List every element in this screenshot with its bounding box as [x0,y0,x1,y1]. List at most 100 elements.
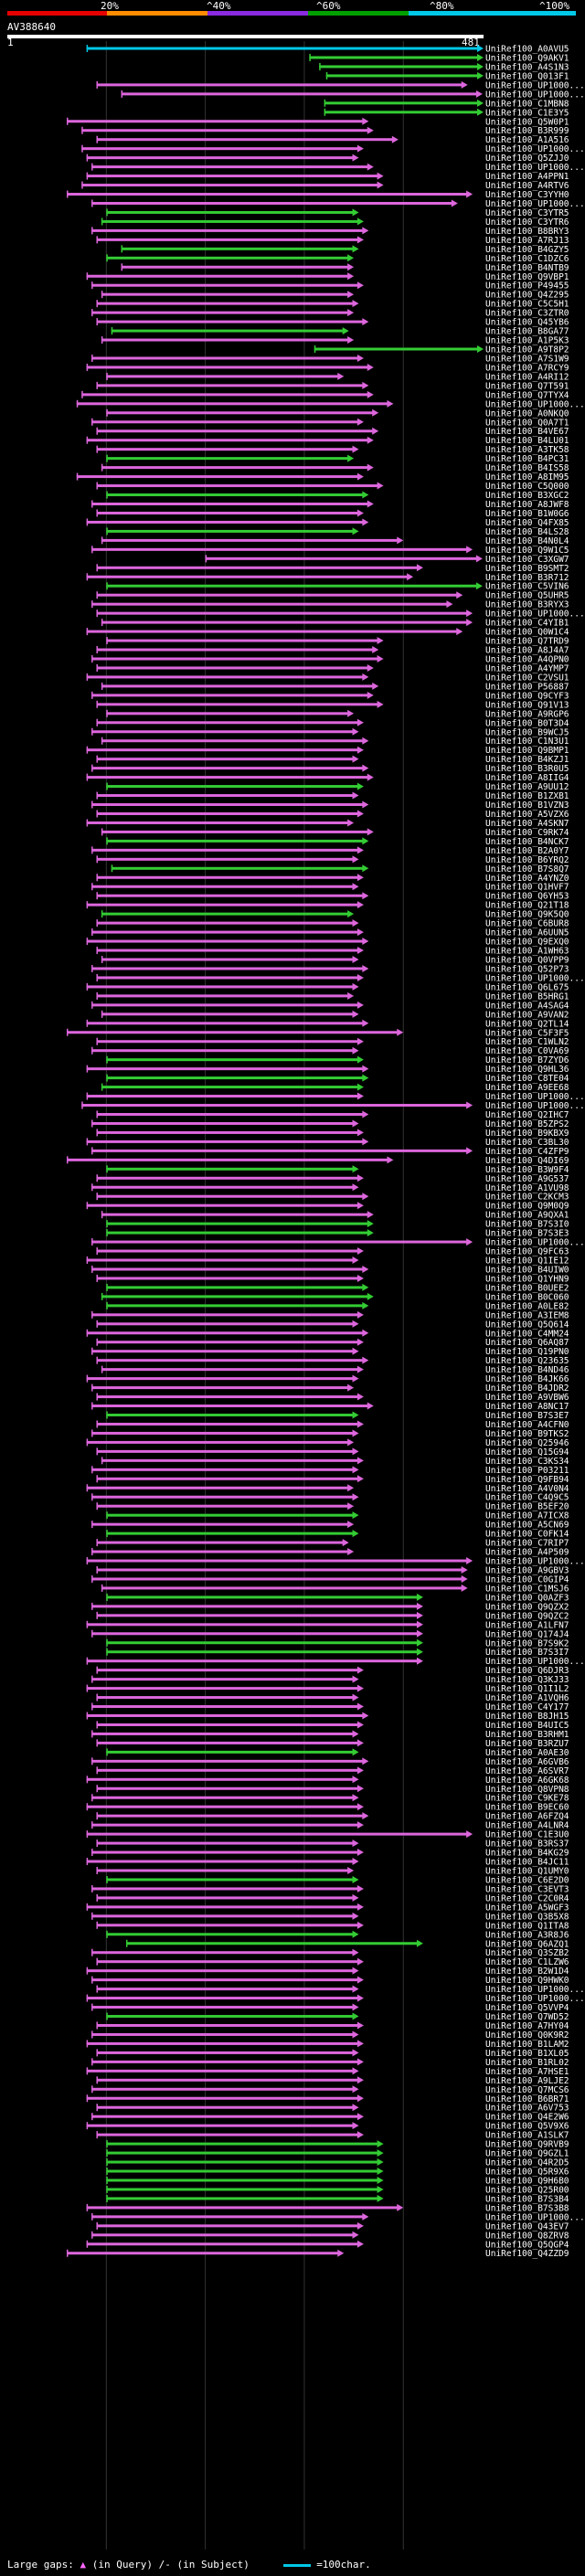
hit-bar[interactable] [86,1777,354,1781]
hit-bar[interactable] [319,65,478,69]
hit-bar[interactable] [91,201,452,205]
hit-label[interactable]: UniRef100_Q19PN0 [485,1347,569,1357]
hit-bar[interactable] [91,885,354,888]
hit-bar[interactable] [106,2169,378,2173]
hit-label[interactable]: UniRef100_Q6YH53 [485,892,569,902]
hit-label[interactable]: UniRef100_Q4E2W6 [485,2113,569,2123]
hit-bar[interactable] [96,721,358,725]
hit-label[interactable]: UniRef100_Q45YB6 [485,318,569,328]
hit-label[interactable]: UniRef100_C3YTR5 [485,208,569,218]
hit-bar[interactable] [86,366,368,369]
hit-label[interactable]: UniRef100_Q91V13 [485,700,569,710]
hit-label[interactable]: UniRef100_A7HSE1 [485,2067,569,2077]
hit-label[interactable]: UniRef100_Q9VBP1 [485,272,569,282]
hit-bar[interactable] [106,1641,418,1645]
hit-bar[interactable] [96,1395,358,1399]
hit-label[interactable]: UniRef100_Q0K9R2 [485,2030,569,2041]
hit-bar[interactable] [106,2197,378,2200]
hit-bar[interactable] [91,2006,354,2009]
hit-label[interactable]: UniRef100_Q1ITA8 [485,1921,569,1931]
hit-label[interactable]: UniRef100_A4LNR4 [485,1821,569,1831]
hit-label[interactable]: UniRef100_B4GZY5 [485,245,569,255]
hit-label[interactable]: UniRef100_Q9W1C5 [485,546,569,556]
hit-bar[interactable] [66,193,468,196]
hit-bar[interactable] [106,1933,354,1936]
hit-bar[interactable] [91,1705,358,1709]
hit-bar[interactable] [106,1231,368,1235]
hit-label[interactable]: UniRef100_Q52P73 [485,964,569,974]
hit-bar[interactable] [91,967,364,970]
hit-bar[interactable] [86,1832,468,1836]
hit-bar[interactable] [96,1924,358,1927]
hit-label[interactable]: UniRef100_UP1000... [485,163,585,173]
hit-label[interactable]: UniRef100_C5Q000 [485,482,569,492]
hit-bar[interactable] [96,1322,354,1326]
hit-bar[interactable] [101,1213,368,1216]
hit-bar[interactable] [91,1185,354,1189]
hit-label[interactable]: UniRef100_C1E3U0 [485,1830,569,1840]
hit-bar[interactable] [96,648,374,652]
hit-label[interactable]: UniRef100_B5EF20 [485,1502,569,1512]
hit-bar[interactable] [86,575,409,578]
hit-bar[interactable] [86,1486,349,1489]
hit-label[interactable]: UniRef100_B7ZYD6 [485,1055,569,1065]
hit-bar[interactable] [121,92,477,96]
hit-label[interactable]: UniRef100_Q1I1L2 [485,1684,569,1694]
hit-bar[interactable] [96,921,354,925]
hit-label[interactable]: UniRef100_B2W1D4 [485,1966,569,1977]
hit-label[interactable]: UniRef100_B5ZPS2 [485,1119,569,1129]
hit-bar[interactable] [91,2233,354,2237]
hit-bar[interactable] [106,1750,354,1754]
hit-bar[interactable] [96,611,468,615]
hit-bar[interactable] [106,1878,354,1882]
hit-bar[interactable] [86,1969,354,1973]
hit-bar[interactable] [96,1040,358,1044]
hit-bar[interactable] [81,184,378,187]
hit-bar[interactable] [96,1541,344,1544]
hit-label[interactable]: UniRef100_C3YTR6 [485,217,569,228]
hit-bar[interactable] [101,912,349,916]
hit-bar[interactable] [91,848,358,852]
hit-bar[interactable] [86,1203,358,1207]
hit-label[interactable]: UniRef100_B7S3E3 [485,1229,569,1239]
hit-bar[interactable] [314,347,478,351]
hit-bar[interactable] [86,985,354,989]
hit-label[interactable]: UniRef100_Q9RVB9 [485,2140,569,2150]
hit-bar[interactable] [86,748,358,752]
hit-label[interactable]: UniRef100_Q2TL14 [485,1019,569,1029]
hit-bar[interactable] [91,2215,364,2219]
hit-label[interactable]: UniRef100_A8JWF8 [485,500,569,510]
hit-bar[interactable] [91,1605,418,1608]
hit-label[interactable]: UniRef100_B3RYX3 [485,600,569,610]
hit-bar[interactable] [96,1669,358,1672]
hit-bar[interactable] [66,1158,388,1161]
hit-bar[interactable] [91,1978,358,1982]
hit-bar[interactable] [91,1850,358,1854]
hit-label[interactable]: UniRef100_A4S1N3 [485,62,569,72]
hit-bar[interactable] [106,1222,368,1225]
hit-label[interactable]: UniRef100_UP1000... [485,90,585,100]
hit-bar[interactable] [76,402,388,406]
hit-label[interactable]: UniRef100_UP1000... [485,144,585,154]
hit-bar[interactable] [91,1495,354,1499]
hit-bar[interactable] [106,411,374,415]
hit-label[interactable]: UniRef100_Q9BMP1 [485,746,569,756]
hit-bar[interactable] [106,375,339,378]
hit-bar[interactable] [86,1067,364,1071]
hit-label[interactable]: UniRef100_A3IEM8 [485,1310,569,1320]
hit-label[interactable]: UniRef100_B4N0L4 [485,536,569,546]
hit-label[interactable]: UniRef100_B4LS28 [485,527,569,537]
hit-bar[interactable] [86,1714,364,1718]
hit-label[interactable]: UniRef100_B0C060 [485,1292,569,1302]
hit-label[interactable]: UniRef100_C4MM24 [485,1329,569,1339]
hit-label[interactable]: UniRef100_Q9M0Q9 [485,1202,569,1212]
hit-label[interactable]: UniRef100_UP1000... [485,1101,585,1111]
hit-bar[interactable] [324,111,478,114]
hit-label[interactable]: UniRef100_Q5UHR5 [485,591,569,601]
hit-label[interactable]: UniRef100_Q174J4 [485,1629,569,1639]
hit-label[interactable]: UniRef100_Q4Z295 [485,291,569,301]
hit-bar[interactable] [91,767,364,770]
hit-bar[interactable] [86,156,354,160]
hit-bar[interactable] [106,1167,354,1171]
hit-bar[interactable] [86,439,368,442]
